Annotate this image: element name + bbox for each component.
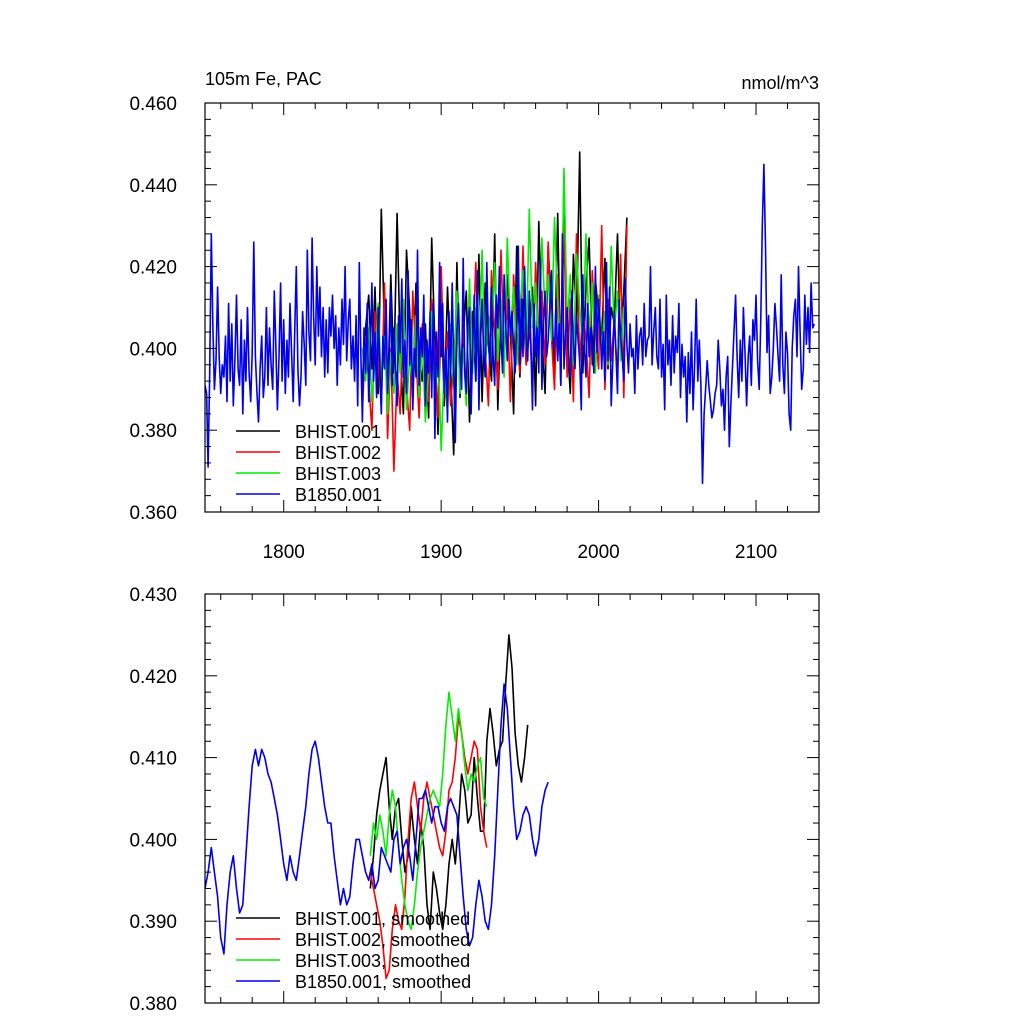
y-tick-label: 0.400 <box>129 339 177 360</box>
series-line-1 <box>369 634 529 931</box>
y-tick-label: 0.400 <box>129 830 177 851</box>
legend-label: BHIST.002 <box>295 443 381 463</box>
legend-label: BHIST.003, smoothed <box>295 951 470 971</box>
y-tick-label: 0.360 <box>129 503 177 524</box>
y-tick-label: 0.390 <box>129 912 177 933</box>
x-tick-label: 2100 <box>735 542 777 563</box>
legend-label: BHIST.001, smoothed <box>295 909 470 929</box>
legend-label: B1850.001 <box>295 485 382 505</box>
series-line-3 <box>369 691 488 931</box>
legend-label: BHIST.001 <box>295 422 381 442</box>
units-label: nmol/m^3 <box>742 73 819 93</box>
series-line-1 <box>361 151 628 456</box>
x-tick-label: 1900 <box>420 542 462 563</box>
y-tick-label: 0.380 <box>129 994 177 1015</box>
series-line-4 <box>205 163 816 485</box>
y-tick-label: 0.460 <box>129 94 177 115</box>
chart-panel-1: 1800 1900 2000 2100 0.360 0.380 0.400 0.420 0.44… <box>129 69 820 563</box>
y-tick-label: 0.380 <box>129 421 177 442</box>
legend-label: B1850.001, smoothed <box>295 972 471 992</box>
x-tick-label: 2000 <box>577 542 619 563</box>
x-tick-label: 1800 <box>263 542 305 563</box>
chart-title: 105m Fe, PAC <box>205 69 322 89</box>
plot-frame <box>204 102 820 513</box>
legend-label: BHIST.003 <box>295 464 381 484</box>
plot-frame <box>204 593 820 1004</box>
legend-label: BHIST.002, smoothed <box>295 930 470 950</box>
y-tick-label: 0.410 <box>129 749 177 770</box>
y-tick-label: 0.430 <box>129 585 177 606</box>
series-line-2 <box>369 715 488 980</box>
y-tick-label: 0.420 <box>129 258 177 279</box>
series-line-4 <box>205 683 549 955</box>
chart-panel-2: 0.380 0.390 0.400 0.410 0.420 0.430 BHIST.001,… <box>129 585 820 1015</box>
y-tick-label: 0.420 <box>129 667 177 688</box>
y-tick-label: 0.440 <box>129 176 177 197</box>
